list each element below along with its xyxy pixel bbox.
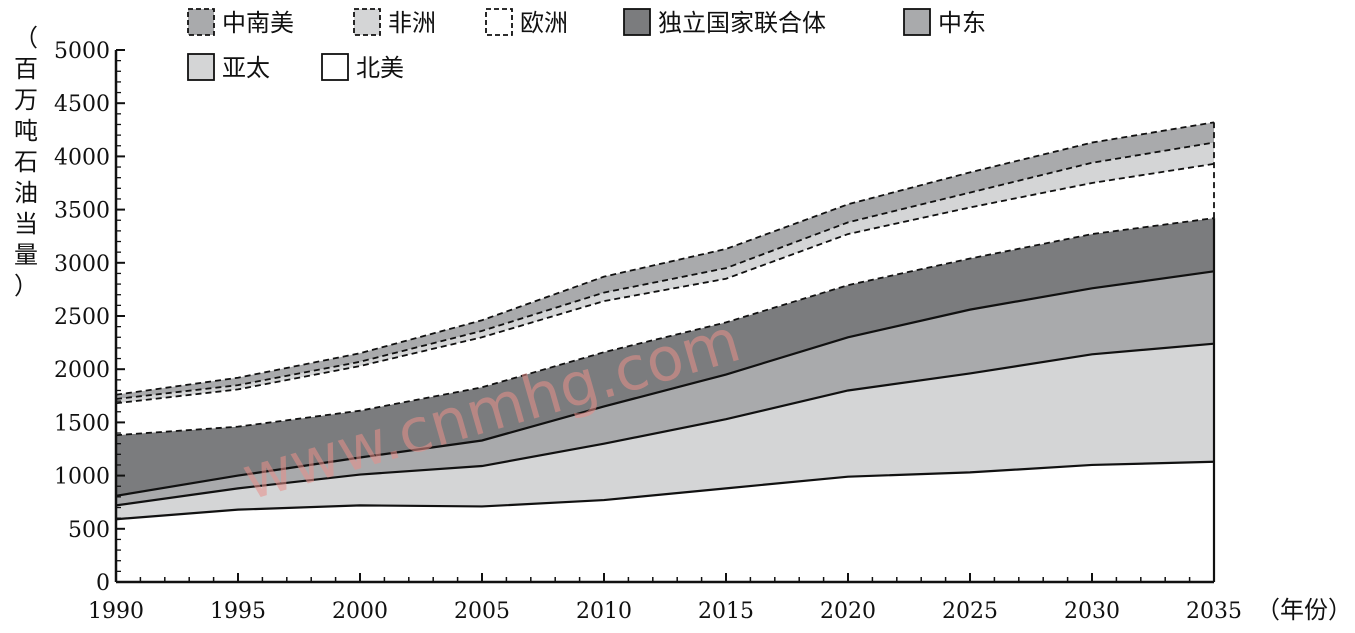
axes: 0 500 1000 1500 2000 2500 3000 3500 4000 4500 5000… (14, 24, 1352, 624)
y-tick-label-7: 3500 (54, 199, 110, 224)
area-layers (116, 122, 1214, 582)
x-tick-label-9: 2035 (1186, 599, 1242, 624)
x-tick-label-8: 2030 (1064, 599, 1120, 624)
legend-item-5: 亚太 (187, 53, 270, 82)
area-series-5 (116, 142, 1214, 404)
legend-label-6: 北美 (356, 54, 404, 82)
legend-label-0: 中南美 (222, 9, 294, 37)
y-tick-label-0: 0 (96, 571, 110, 596)
legend-label-5: 亚太 (222, 54, 270, 82)
legend-swatch-1 (353, 8, 381, 36)
legend-swatch-0 (187, 8, 215, 36)
legend-item-6: 北美 (321, 53, 404, 82)
x-tick-label-3: 2005 (454, 599, 510, 624)
legend-swatch-6 (321, 53, 349, 81)
y-tick-label-5: 2500 (54, 305, 110, 330)
legend-item-0: 中南美 (187, 8, 294, 37)
y-axis-title: （百万吨石油当量） (14, 24, 38, 300)
legend-label-4: 中东 (938, 9, 986, 37)
x-tick-label-0: 1990 (88, 599, 144, 624)
legend-label-3: 独立国家联合体 (658, 9, 826, 37)
y-tick-label-2: 1000 (54, 465, 110, 490)
legend-swatch-3 (623, 8, 651, 36)
x-tick-label-5: 2015 (698, 599, 754, 624)
area-series-2 (116, 271, 1214, 506)
boundary-series-4 (115, 162, 1215, 405)
x-axis-title: （年份） (1256, 596, 1352, 624)
y-tick-label-9: 4500 (54, 92, 110, 117)
legend-item-3: 独立国家联合体 (623, 8, 826, 37)
y-tick-label-6: 3000 (54, 252, 110, 277)
boundary-series-6 (115, 121, 1215, 396)
series-boundaries (115, 121, 1215, 521)
y-tick-label-3: 1500 (54, 411, 110, 436)
boundary-series-5 (115, 141, 1215, 400)
y-tick-label-4: 2000 (54, 358, 110, 383)
legend-swatch-5 (187, 53, 215, 81)
boundary-series-1 (115, 342, 1215, 507)
legend-item-4: 中东 (903, 8, 986, 37)
area-series-4 (116, 163, 1214, 436)
legend-swatch-4 (903, 8, 931, 36)
boundary-series-3 (115, 217, 1215, 437)
legend-label-1: 非洲 (388, 9, 436, 37)
y-tick-label-1: 500 (68, 518, 110, 543)
legend-item-2: 欧洲 (485, 8, 568, 37)
x-tick-label-7: 2025 (942, 599, 998, 624)
legend-label-2: 欧洲 (520, 9, 568, 37)
area-series-0 (116, 461, 1214, 582)
x-tick-label-1: 1995 (210, 599, 266, 624)
x-tick-label-4: 2010 (576, 599, 632, 624)
x-tick-label-2: 2000 (332, 599, 388, 624)
boundary-series-2 (115, 270, 1215, 497)
legend-item-1: 非洲 (353, 8, 436, 37)
area-series-6 (116, 122, 1214, 399)
legend-swatch-2 (485, 8, 513, 36)
area-series-3 (116, 218, 1214, 496)
y-tick-label-8: 4000 (54, 145, 110, 170)
boundary-series-0 (115, 460, 1215, 521)
y-tick-label-10: 5000 (54, 39, 110, 64)
x-tick-label-6: 2020 (820, 599, 876, 624)
